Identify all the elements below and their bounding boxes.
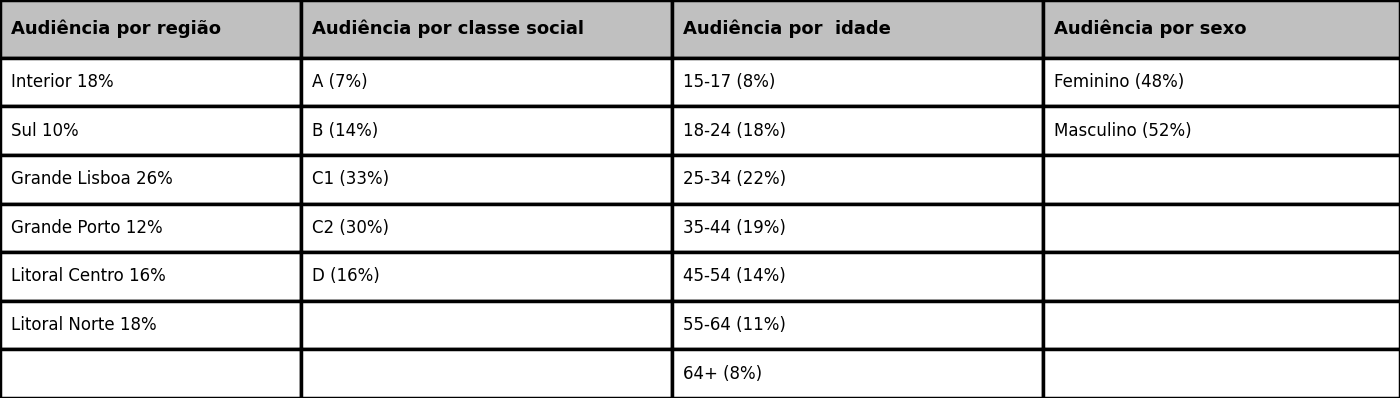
Bar (1043, 155, 1400, 203)
Text: 45-54 (14%): 45-54 (14%) (683, 267, 785, 285)
Bar (0, 106, 301, 155)
Text: A (7%): A (7%) (312, 73, 368, 91)
Bar (301, 252, 672, 301)
Text: B (14%): B (14%) (312, 122, 378, 140)
Text: 15-17 (8%): 15-17 (8%) (683, 73, 776, 91)
Bar (672, 252, 1043, 301)
Bar (0, 252, 301, 301)
Bar (672, 301, 1043, 349)
Bar (0, 203, 301, 252)
Bar (301, 203, 672, 252)
Bar (672, 349, 1043, 398)
Bar (672, 106, 1043, 155)
Bar (0, 155, 301, 203)
Text: Audiência por região: Audiência por região (11, 20, 221, 38)
Text: 18-24 (18%): 18-24 (18%) (683, 122, 787, 140)
Text: 35-44 (19%): 35-44 (19%) (683, 219, 785, 237)
Bar (672, 0, 1043, 58)
Bar (672, 203, 1043, 252)
Bar (1043, 106, 1400, 155)
Text: Audiência por classe social: Audiência por classe social (312, 20, 584, 38)
Text: C2 (30%): C2 (30%) (312, 219, 389, 237)
Bar (301, 349, 672, 398)
Bar (672, 58, 1043, 106)
Text: Grande Porto 12%: Grande Porto 12% (11, 219, 162, 237)
Bar (301, 155, 672, 203)
Bar (301, 301, 672, 349)
Text: Sul 10%: Sul 10% (11, 122, 78, 140)
Bar (301, 58, 672, 106)
Text: Audiência por sexo: Audiência por sexo (1054, 20, 1247, 38)
Text: Audiência por  idade: Audiência por idade (683, 20, 890, 38)
Bar (0, 349, 301, 398)
Text: 25-34 (22%): 25-34 (22%) (683, 170, 787, 188)
Text: 64+ (8%): 64+ (8%) (683, 365, 763, 383)
Bar (1043, 301, 1400, 349)
Text: Feminino (48%): Feminino (48%) (1054, 73, 1184, 91)
Text: Litoral Norte 18%: Litoral Norte 18% (11, 316, 157, 334)
Text: Interior 18%: Interior 18% (11, 73, 113, 91)
Text: D (16%): D (16%) (312, 267, 379, 285)
Bar (1043, 0, 1400, 58)
Text: Grande Lisboa 26%: Grande Lisboa 26% (11, 170, 174, 188)
Bar (301, 106, 672, 155)
Bar (1043, 58, 1400, 106)
Bar (0, 0, 301, 58)
Bar (1043, 203, 1400, 252)
Bar (0, 301, 301, 349)
Bar (1043, 349, 1400, 398)
Text: Litoral Centro 16%: Litoral Centro 16% (11, 267, 167, 285)
Bar (0, 58, 301, 106)
Text: Masculino (52%): Masculino (52%) (1054, 122, 1191, 140)
Bar (672, 155, 1043, 203)
Text: 55-64 (11%): 55-64 (11%) (683, 316, 785, 334)
Bar (1043, 252, 1400, 301)
Text: C1 (33%): C1 (33%) (312, 170, 389, 188)
Bar (301, 0, 672, 58)
